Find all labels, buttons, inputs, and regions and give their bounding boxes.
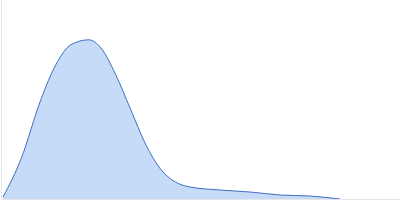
x-axis: [2, 199, 400, 200]
chart: [0, 0, 400, 200]
y-axis: [1, 1, 2, 200]
marks: [3, 40, 340, 199]
axis-line: [1, 1, 2, 200]
axis-line: [2, 199, 400, 200]
plot: [2, 1, 400, 200]
density-line: [3, 40, 340, 199]
density-area: [3, 40, 340, 199]
